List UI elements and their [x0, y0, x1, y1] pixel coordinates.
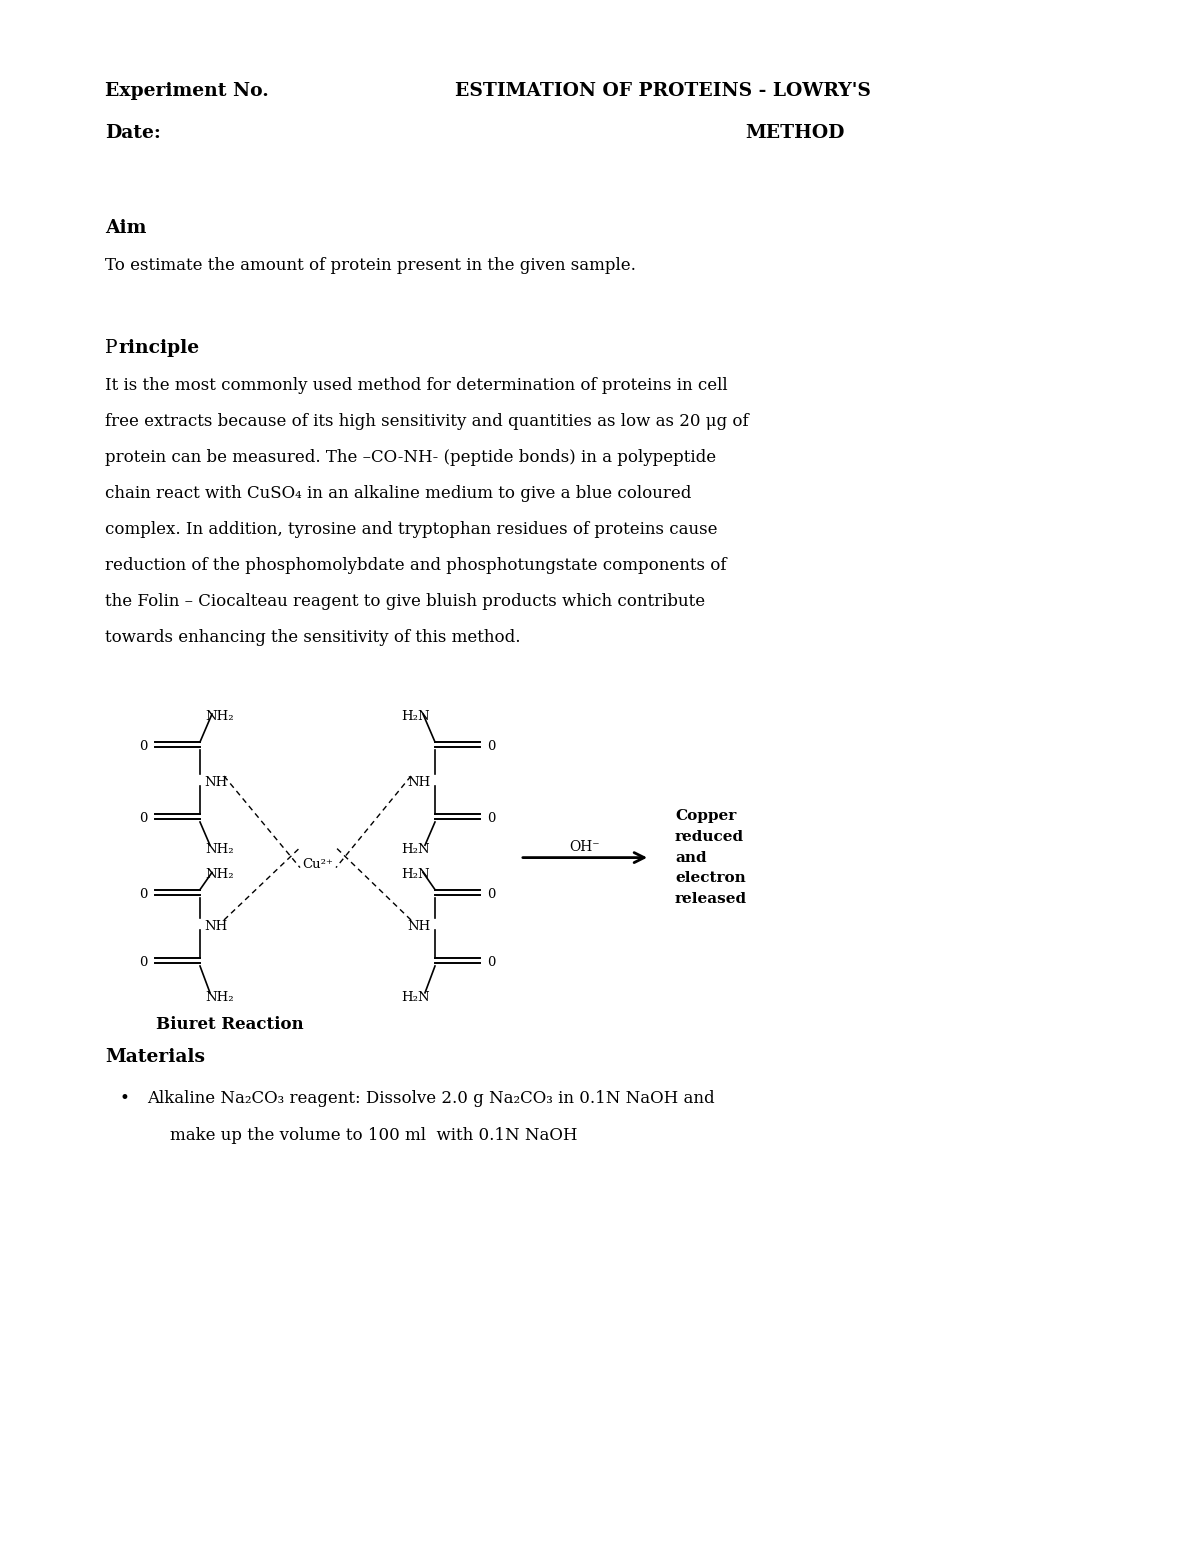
Text: NH: NH — [204, 919, 227, 933]
Text: Experiment No.: Experiment No. — [106, 82, 269, 99]
Text: 0: 0 — [487, 888, 496, 901]
Text: 0: 0 — [487, 957, 496, 969]
Text: 0: 0 — [139, 957, 148, 969]
Text: NH₂: NH₂ — [205, 991, 234, 1003]
Text: OH⁻: OH⁻ — [570, 840, 600, 854]
Text: NH₂: NH₂ — [205, 843, 234, 856]
Text: reduction of the phosphomolybdate and phosphotungstate components of: reduction of the phosphomolybdate and ph… — [106, 558, 726, 575]
Text: NH: NH — [204, 776, 227, 789]
Text: Date:: Date: — [106, 124, 161, 141]
Text: make up the volume to 100 ml  with 0.1N NaOH: make up the volume to 100 ml with 0.1N N… — [170, 1127, 577, 1145]
Text: Alkaline Na₂CO₃ reagent: Dissolve 2.0 g Na₂CO₃ in 0.1N NaOH and: Alkaline Na₂CO₃ reagent: Dissolve 2.0 g … — [148, 1090, 715, 1107]
Text: complex. In addition, tyrosine and tryptophan residues of proteins cause: complex. In addition, tyrosine and trypt… — [106, 520, 718, 537]
Text: NH: NH — [408, 919, 431, 933]
Text: It is the most commonly used method for determination of proteins in cell: It is the most commonly used method for … — [106, 377, 727, 394]
Text: •: • — [120, 1090, 130, 1107]
Text: NH₂: NH₂ — [205, 710, 234, 724]
Text: 0: 0 — [139, 739, 148, 753]
Text: NH₂: NH₂ — [205, 868, 234, 882]
Text: 0: 0 — [487, 812, 496, 825]
Text: ESTIMATION OF PROTEINS - LOWRY'S: ESTIMATION OF PROTEINS - LOWRY'S — [455, 82, 871, 99]
Text: protein can be measured. The –CO-NH- (peptide bonds) in a polypeptide: protein can be measured. The –CO-NH- (pe… — [106, 449, 716, 466]
Text: H₂N: H₂N — [401, 843, 430, 856]
Text: Aim: Aim — [106, 219, 146, 238]
Text: Materials: Materials — [106, 1048, 205, 1067]
Text: free extracts because of its high sensitivity and quantities as low as 20 μg of: free extracts because of its high sensit… — [106, 413, 749, 430]
Text: NH: NH — [408, 776, 431, 789]
Text: 0: 0 — [487, 739, 496, 753]
Text: 0: 0 — [139, 812, 148, 825]
Text: 0: 0 — [139, 888, 148, 901]
Text: Cu²⁺: Cu²⁺ — [302, 857, 334, 871]
Text: P: P — [106, 339, 118, 357]
Text: Biuret Reaction: Biuret Reaction — [156, 1016, 304, 1033]
Text: H₂N: H₂N — [401, 991, 430, 1003]
Text: towards enhancing the sensitivity of this method.: towards enhancing the sensitivity of thi… — [106, 629, 521, 646]
Text: the Folin – Ciocalteau reagent to give bluish products which contribute: the Folin – Ciocalteau reagent to give b… — [106, 593, 706, 610]
Text: chain react with CuSO₄ in an alkaline medium to give a blue coloured: chain react with CuSO₄ in an alkaline me… — [106, 485, 691, 502]
Text: To estimate the amount of protein present in the given sample.: To estimate the amount of protein presen… — [106, 256, 636, 273]
Text: H₂N: H₂N — [401, 868, 430, 882]
Text: Copper
reduced
and
electron
released: Copper reduced and electron released — [674, 809, 748, 905]
Text: H₂N: H₂N — [401, 710, 430, 724]
Text: METHOD: METHOD — [745, 124, 845, 141]
Text: rinciple: rinciple — [118, 339, 199, 357]
